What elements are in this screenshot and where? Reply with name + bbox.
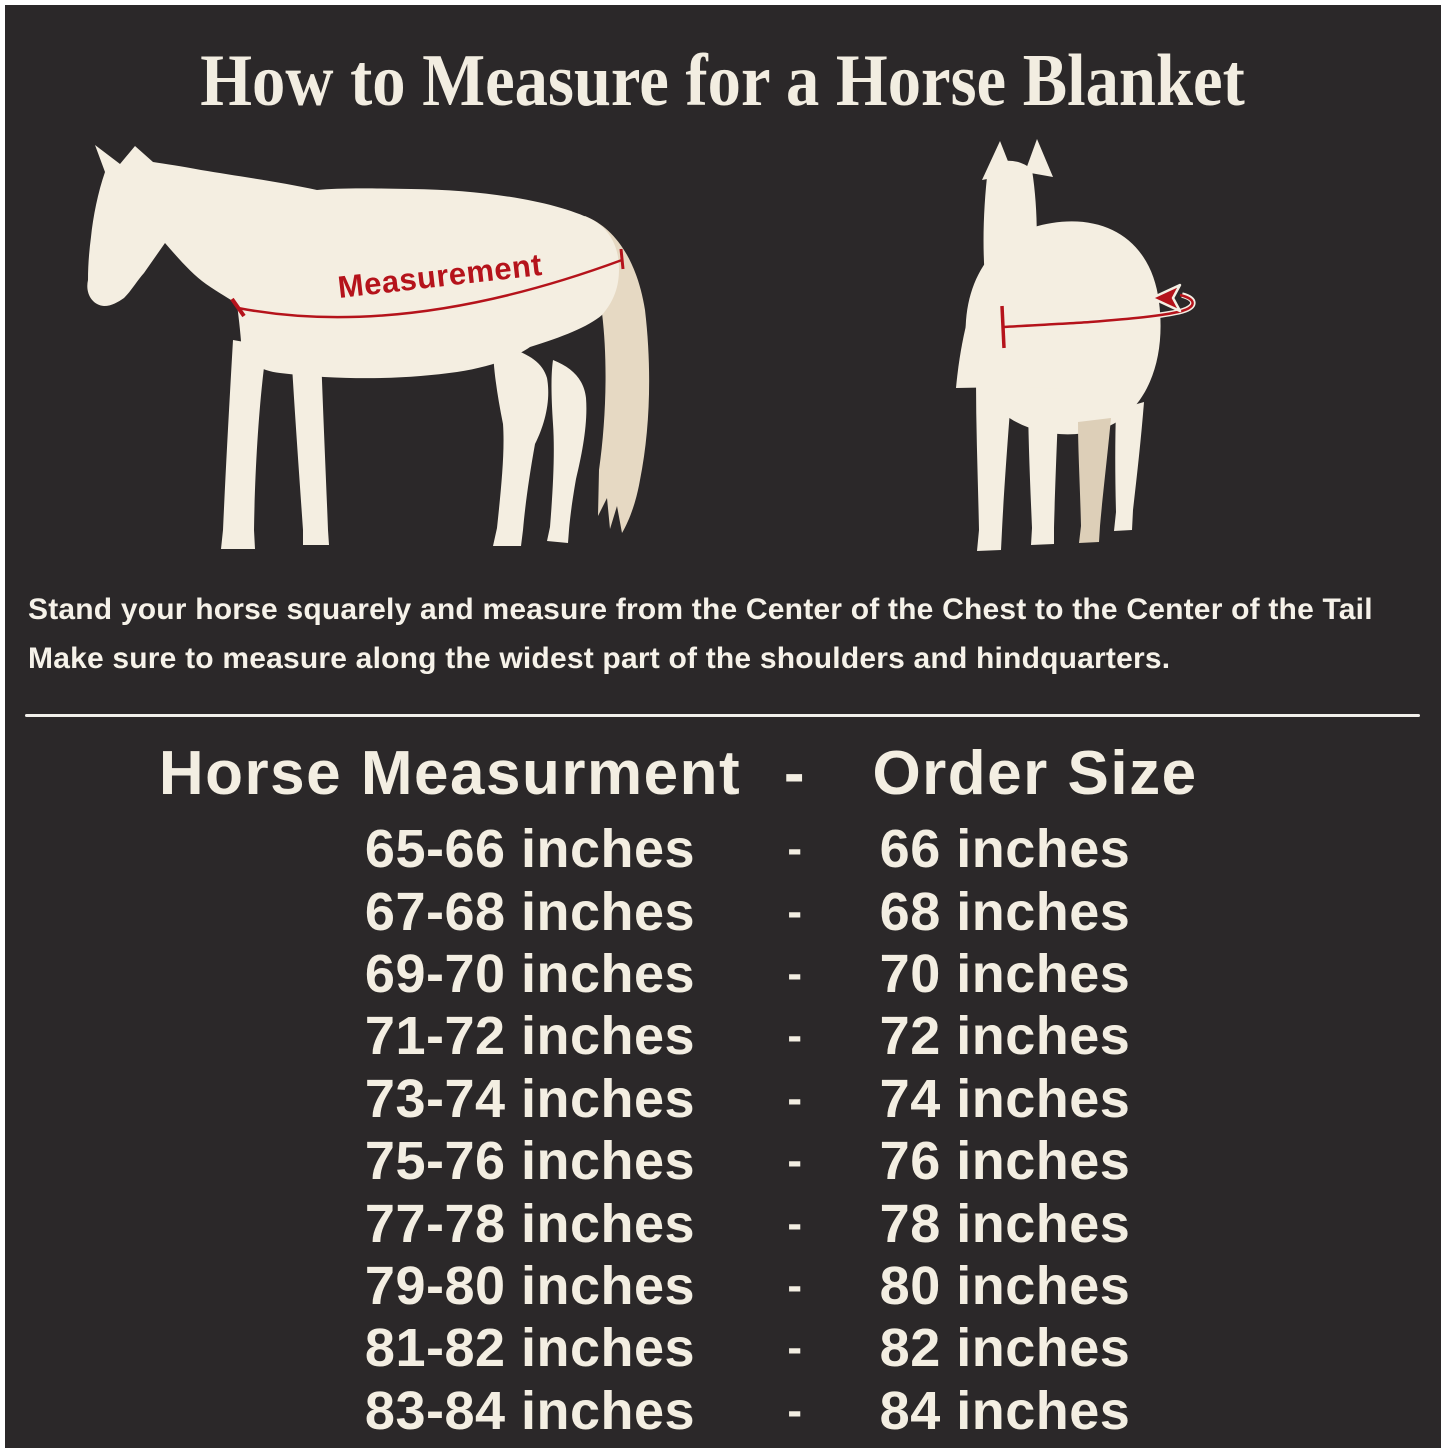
horse-hind-leg	[1114, 402, 1144, 531]
horse-front-leg	[1028, 387, 1059, 545]
size-table-row: 81-82 inches - 82 inches	[110, 1317, 1260, 1379]
horse-ear	[982, 141, 1013, 180]
order-size-value: 82 inches	[879, 1318, 1131, 1379]
horse-hind-leg-far	[547, 360, 587, 543]
measurement-wrap-line	[1002, 293, 1194, 329]
separator-dash: -	[787, 1260, 803, 1310]
separator-dash: -	[787, 948, 803, 998]
order-size-value: 84 inches	[879, 1380, 1131, 1441]
horse-ear	[1025, 139, 1053, 177]
measurement-chest-tick	[1000, 305, 1006, 349]
instructions-line-1: Stand your horse squarely and measure fr…	[28, 593, 1373, 626]
horse-front-chest	[956, 270, 1068, 388]
size-table-header: Horse Measurment - Order Size	[110, 730, 1260, 816]
horse-front-leg-far	[291, 348, 329, 545]
divider-line	[25, 714, 1420, 717]
order-size-value: 78 inches	[879, 1193, 1131, 1254]
horse-measurement-value: 77-78 inches	[364, 1193, 696, 1254]
size-table-row: 79-80 inches - 80 inches	[110, 1255, 1260, 1317]
order-size-value: 74 inches	[879, 1068, 1131, 1129]
horse-measurement-value: 79-80 inches	[364, 1255, 696, 1316]
horse-measurement-value: 81-82 inches	[364, 1318, 696, 1379]
measurement-arrowhead-icon	[1150, 283, 1182, 313]
size-table-row: 67-68 inches - 68 inches	[110, 880, 1260, 942]
separator-dash: -	[787, 1011, 803, 1061]
horse-measurement-value: 73-74 inches	[364, 1068, 696, 1129]
size-table-row: 73-74 inches - 74 inches	[110, 1068, 1260, 1130]
front-view-horse-illustration	[956, 139, 1196, 551]
separator-dash: -	[787, 824, 803, 874]
horse-front-tail	[1078, 418, 1111, 543]
page-title: How to Measure for a Horse Blanket	[200, 40, 1245, 122]
order-size-value: 70 inches	[879, 943, 1131, 1004]
separator-dash: -	[787, 1385, 803, 1435]
order-size-value: 66 inches	[879, 819, 1131, 880]
horse-body	[87, 145, 619, 379]
horse-measurement-value: 75-76 inches	[364, 1131, 696, 1192]
size-table-row: 77-78 inches - 78 inches	[110, 1192, 1260, 1254]
order-size-value: 68 inches	[879, 881, 1131, 942]
size-table-row: 83-84 inches - 84 inches	[110, 1380, 1260, 1442]
header-horse-measurement: Horse Measurment	[158, 738, 742, 808]
order-size-value: 76 inches	[879, 1131, 1131, 1192]
horse-tail	[577, 216, 650, 533]
horse-measurement-value: 71-72 inches	[364, 1006, 696, 1067]
measurement-arc-end-tick	[619, 248, 625, 270]
horse-front-leg	[976, 380, 1012, 551]
measurement-arc-start-tick	[230, 297, 246, 318]
size-table-row: 69-70 inches - 70 inches	[110, 943, 1260, 1005]
side-view-horse-illustration	[87, 145, 650, 549]
measurement-arc-line	[237, 258, 623, 319]
size-table-body: 65-66 inches - 66 inches 67-68 inches - …	[110, 818, 1260, 1442]
header-separator-dash: -	[783, 738, 807, 808]
separator-dash: -	[787, 1198, 803, 1248]
instructions-block: Stand your horse squarely and measure fr…	[28, 585, 1428, 683]
separator-dash: -	[787, 1136, 803, 1186]
size-table: Horse Measurment - Order Size 65-66 inch…	[110, 730, 1260, 1441]
horse-measurement-value: 65-66 inches	[364, 819, 696, 880]
instructions-line-2: Make sure to measure along the widest pa…	[28, 642, 1171, 675]
horse-hind-leg	[493, 344, 549, 546]
size-table-row: 65-66 inches - 66 inches	[110, 818, 1260, 880]
separator-dash: -	[787, 1073, 803, 1123]
separator-dash: -	[787, 1323, 803, 1373]
horse-measurement-value: 83-84 inches	[364, 1380, 696, 1441]
horse-measurement-value: 69-70 inches	[364, 943, 696, 1004]
horse-measurement-value: 67-68 inches	[364, 881, 696, 942]
size-table-row: 71-72 inches - 72 inches	[110, 1005, 1260, 1067]
size-table-row: 75-76 inches - 76 inches	[110, 1130, 1260, 1192]
header-order-size: Order Size	[872, 738, 1198, 808]
order-size-value: 72 inches	[879, 1006, 1131, 1067]
horse-front-leg	[221, 340, 267, 549]
order-size-value: 80 inches	[879, 1255, 1131, 1316]
separator-dash: -	[787, 886, 803, 936]
